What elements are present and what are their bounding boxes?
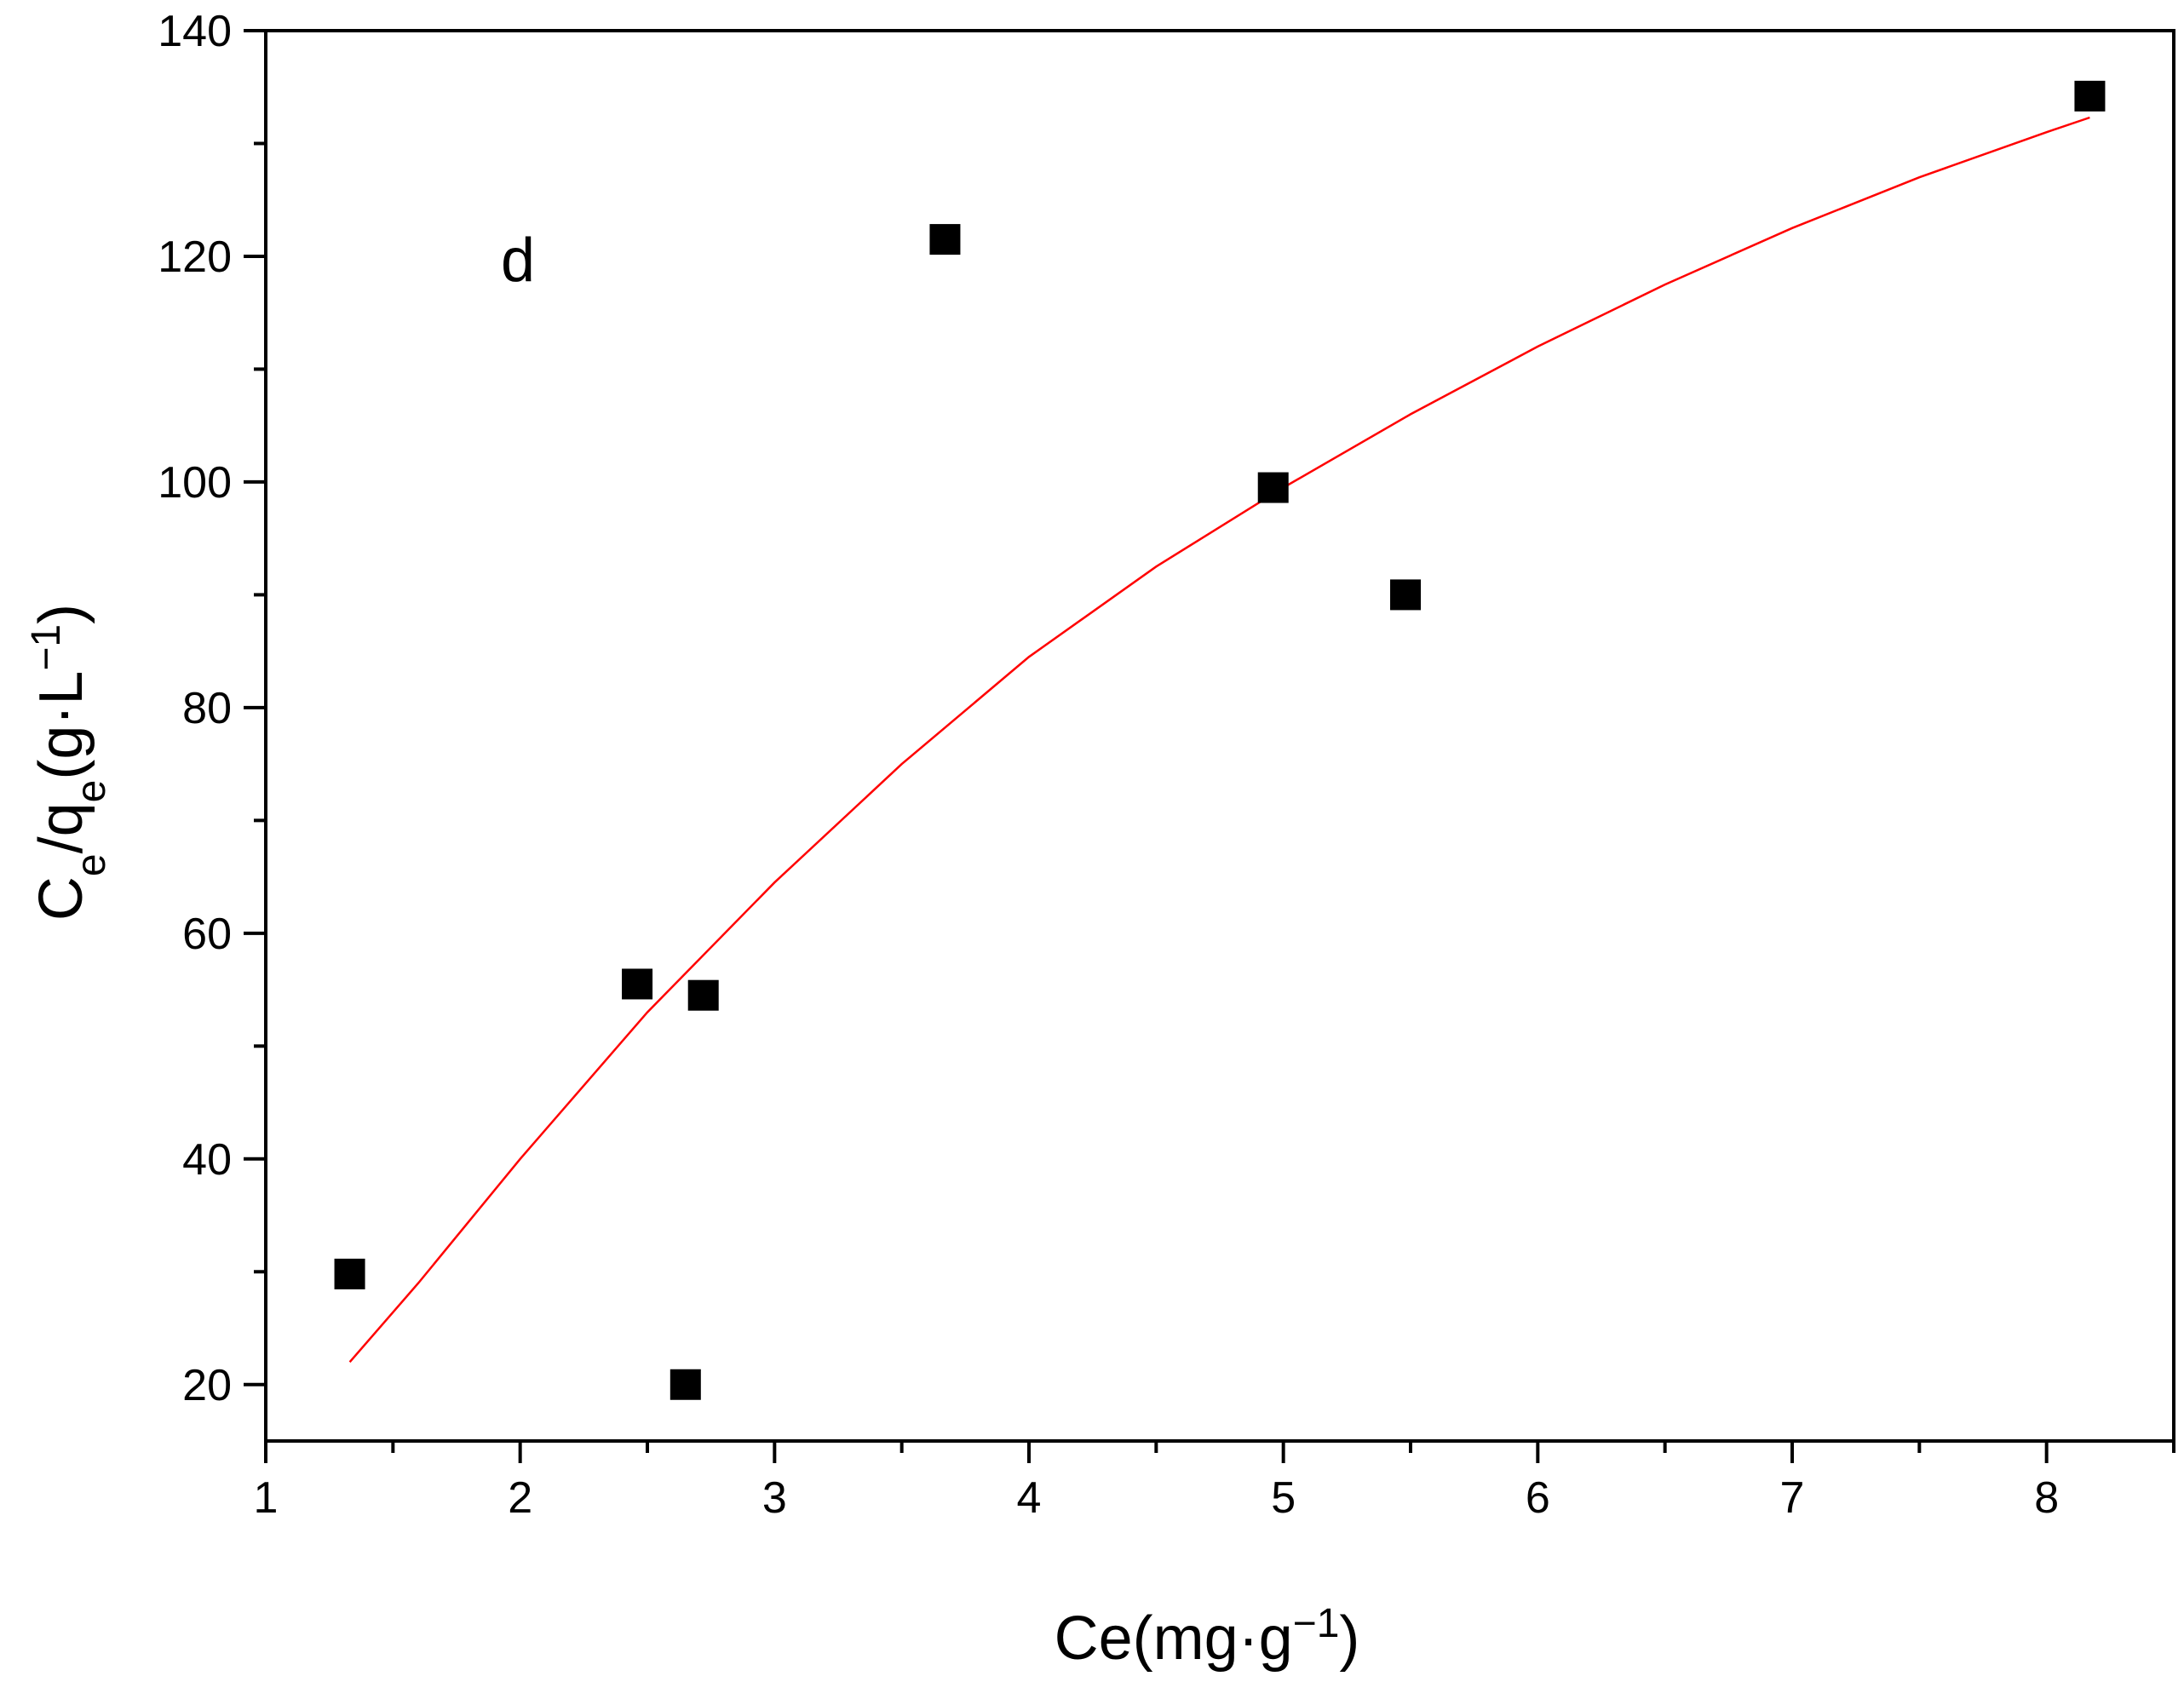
data-point <box>1390 579 1422 611</box>
y-tick-label: 100 <box>158 458 232 508</box>
data-point <box>670 1369 701 1400</box>
data-point <box>334 1258 365 1289</box>
fit-curve <box>348 116 2090 1363</box>
y-tick-label: 60 <box>182 910 232 959</box>
plot-frame <box>264 29 2175 1443</box>
y-tick-label: 120 <box>158 232 232 282</box>
x-tick-label: 2 <box>508 1473 532 1523</box>
axis-ticks <box>244 29 2175 1463</box>
data-point <box>1257 472 1289 503</box>
x-tick-label: 1 <box>254 1473 279 1523</box>
y-tick-label: 20 <box>182 1361 232 1410</box>
x-tick-label: 6 <box>1526 1473 1550 1523</box>
y-tick-label: 40 <box>182 1135 232 1185</box>
x-tick-label: 8 <box>2034 1473 2059 1523</box>
tick-labels: 1 2 3 4 5 6 7 8 20 40 60 80 100 120 140 <box>158 7 2059 1523</box>
y-tick-label: 140 <box>158 7 232 56</box>
data-point <box>929 224 961 255</box>
x-tick-label: 5 <box>1271 1473 1296 1523</box>
x-axis-title: Ce(mg·g−1) <box>1055 1601 1360 1673</box>
data-points <box>334 80 2106 1400</box>
data-point <box>2074 80 2106 112</box>
y-axis-title: Ce/qe(g·L−1) <box>24 604 114 921</box>
panel-annotation: d <box>501 227 535 295</box>
x-tick-label: 7 <box>1780 1473 1805 1523</box>
x-tick-label: 3 <box>762 1473 787 1523</box>
y-tick-label: 80 <box>182 684 232 733</box>
x-tick-label: 4 <box>1017 1473 1042 1523</box>
data-point <box>622 968 653 1000</box>
data-point <box>687 979 719 1011</box>
